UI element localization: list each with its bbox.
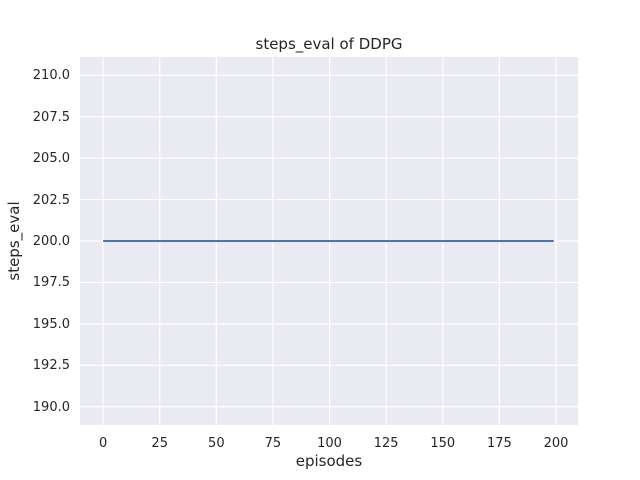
plot-area — [80, 57, 578, 425]
y-tick-label: 200.0 — [32, 234, 70, 249]
y-tick-label: 207.5 — [32, 109, 70, 125]
x-tick-label: 150 — [430, 436, 456, 451]
plot-canvas — [80, 57, 578, 425]
x-tick-label: 50 — [208, 436, 225, 451]
y-tick-label: 202.5 — [32, 192, 70, 208]
x-axis-label: episodes — [295, 452, 363, 470]
x-tick-label: 200 — [543, 436, 569, 451]
x-tick-label: 175 — [486, 436, 512, 451]
y-tick-label: 210.0 — [32, 68, 70, 84]
y-tick-label: 195.0 — [32, 316, 70, 332]
x-tick-label: 75 — [264, 436, 282, 451]
x-tick-label: 0 — [98, 436, 108, 451]
x-tick-label: 100 — [317, 436, 342, 451]
y-tick-label: 192.5 — [32, 358, 70, 374]
x-tick-label: 125 — [373, 436, 399, 451]
y-tick-label: 197.5 — [32, 275, 70, 291]
y-tick-label: 205.0 — [32, 151, 70, 167]
x-tick-label: 25 — [151, 436, 168, 451]
y-tick-label: 190.0 — [32, 399, 70, 415]
chart-title: steps_eval of DDPG — [255, 35, 403, 53]
